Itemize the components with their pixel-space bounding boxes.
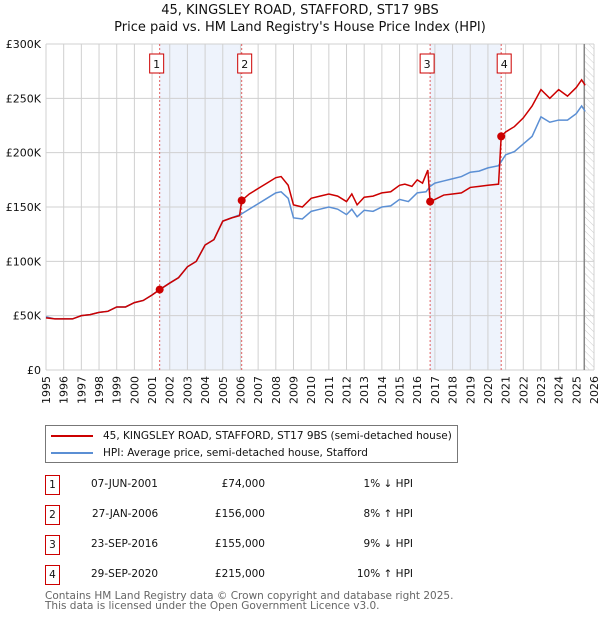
transaction-hpi: 1% ↓ HPI xyxy=(363,478,413,490)
transaction-date: 27-JAN-2006 xyxy=(92,508,159,520)
x-tick-label: 2007 xyxy=(252,376,265,404)
y-tick-label: £200K xyxy=(6,147,42,160)
transaction-row: 2 27-JAN-2006 £156,000 8% ↑ HPI xyxy=(45,505,445,525)
transaction-price: £215,000 xyxy=(214,568,265,580)
x-tick-label: 2025 xyxy=(570,376,583,404)
legend-swatch-hpi xyxy=(51,452,93,454)
transaction-row: 3 23-SEP-2016 £155,000 9% ↓ HPI xyxy=(45,535,445,555)
x-tick-label: 2020 xyxy=(482,376,495,404)
sale-marker-box xyxy=(237,53,253,74)
transaction-hpi: 9% ↓ HPI xyxy=(363,538,413,550)
y-tick-label: £0 xyxy=(27,364,41,377)
transaction-number: 1 xyxy=(45,475,60,495)
footer: Contains HM Land Registry data © Crown c… xyxy=(45,590,454,612)
sale-point xyxy=(237,196,246,205)
sale-marker-label: 4 xyxy=(501,58,508,71)
transaction-date: 07-JUN-2001 xyxy=(91,478,158,490)
x-tick-label: 1997 xyxy=(75,376,88,404)
legend-swatch-property xyxy=(51,435,93,437)
x-tick-label: 2024 xyxy=(553,376,566,404)
x-tick-label: 2014 xyxy=(376,376,389,404)
x-tick-label: 2009 xyxy=(287,376,300,404)
sale-marker-label: 1 xyxy=(153,58,160,71)
legend-label-property: 45, KINGSLEY ROAD, STAFFORD, ST17 9BS (s… xyxy=(103,430,452,442)
x-tick-label: 2005 xyxy=(217,376,230,404)
y-tick-label: £50K xyxy=(13,310,42,323)
sale-marker-box xyxy=(496,53,512,74)
transaction-number: 2 xyxy=(45,505,60,525)
transaction-number: 4 xyxy=(45,565,60,585)
x-tick-label: 2026 xyxy=(588,376,600,404)
y-tick-label: £250K xyxy=(6,92,42,105)
footer-copyright: Contains HM Land Registry data © Crown c… xyxy=(45,590,454,602)
transaction-price: £156,000 xyxy=(214,508,265,520)
transaction-hpi: 8% ↑ HPI xyxy=(363,508,413,520)
sale-marker-box xyxy=(149,53,165,74)
x-tick-label: 2023 xyxy=(535,376,548,404)
x-tick-label: 2008 xyxy=(270,376,283,404)
x-tick-label: 2003 xyxy=(181,376,194,404)
x-tick-label: 2000 xyxy=(128,376,141,404)
sale-marker-box xyxy=(419,53,435,74)
transaction-date: 29-SEP-2020 xyxy=(91,568,159,580)
sale-marker-label: 2 xyxy=(241,58,248,71)
x-tick-label: 2001 xyxy=(146,376,159,404)
x-tick-label: 2019 xyxy=(464,376,477,404)
transaction-price: £74,000 xyxy=(221,478,265,490)
property-price-line xyxy=(45,78,586,320)
x-tick-label: 2011 xyxy=(323,376,336,404)
x-tick-label: 2006 xyxy=(234,376,247,404)
x-tick-label: 2021 xyxy=(500,376,513,404)
transaction-hpi: 10% ↑ HPI xyxy=(356,568,413,580)
x-tick-label: 2004 xyxy=(199,376,212,404)
x-tick-label: 2017 xyxy=(429,376,442,404)
sale-marker-label: 3 xyxy=(424,58,431,71)
y-tick-label: £300K xyxy=(6,38,42,51)
footer-licence: This data is licensed under the Open Gov… xyxy=(45,600,380,612)
x-tick-label: 2002 xyxy=(164,376,177,404)
chart-title: 45, KINGSLEY ROAD, STAFFORD, ST17 9BS xyxy=(161,3,439,18)
sale-point xyxy=(155,285,164,294)
y-tick-label: £100K xyxy=(6,255,42,268)
legend-label-hpi: HPI: Average price, semi-detached house,… xyxy=(103,447,368,459)
x-tick-label: 2018 xyxy=(447,376,460,404)
transaction-date: 23-SEP-2016 xyxy=(91,538,159,550)
x-tick-label: 2022 xyxy=(517,376,530,404)
x-tick-label: 1998 xyxy=(93,376,106,404)
chart-subtitle: Price paid vs. HM Land Registry's House … xyxy=(114,20,486,35)
x-tick-label: 1996 xyxy=(58,376,71,404)
x-tick-label: 2016 xyxy=(411,376,424,404)
x-tick-label: 1995 xyxy=(40,376,53,404)
transaction-row: 1 07-JUN-2001 £74,000 1% ↓ HPI xyxy=(45,475,445,495)
x-tick-label: 2015 xyxy=(394,376,407,404)
line-chart: 1995 1996 1997 1998 1999 2000 2001 2002 2003 2004… xyxy=(6,38,600,404)
transaction-row: 4 29-SEP-2020 £215,000 10% ↑ HPI xyxy=(45,565,445,585)
x-tick-label: 2012 xyxy=(341,376,354,404)
transaction-price: £155,000 xyxy=(214,538,265,550)
transaction-number: 3 xyxy=(45,535,60,555)
sale-point xyxy=(426,197,435,206)
sale-point xyxy=(497,132,506,141)
legend: 45, KINGSLEY ROAD, STAFFORD, ST17 9BS (s… xyxy=(45,425,458,463)
x-tick-label: 2010 xyxy=(305,376,318,404)
y-tick-label: £150K xyxy=(6,201,42,214)
x-tick-label: 2013 xyxy=(358,376,371,404)
x-tick-label: 1999 xyxy=(111,376,124,404)
